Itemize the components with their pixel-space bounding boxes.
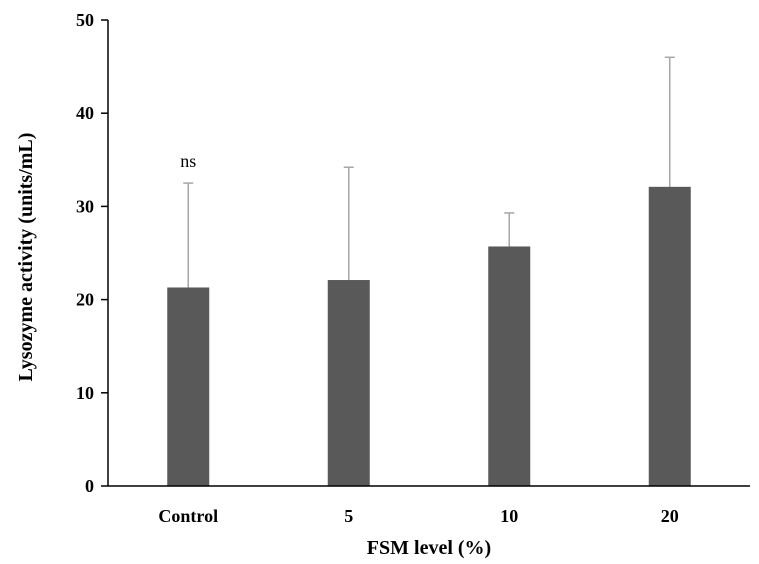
x-axis-title: FSM level (%) <box>367 537 491 559</box>
y-tick-label: 40 <box>76 103 94 123</box>
bar-5 <box>327 280 370 486</box>
bars <box>167 186 691 486</box>
x-tick-label: 5 <box>344 506 353 526</box>
bar-control <box>167 287 210 486</box>
y-tick-label: 30 <box>76 196 94 216</box>
y-tick-label: 20 <box>76 290 94 310</box>
y-axis-title: Lysozyme activity (units/mL) <box>15 133 37 382</box>
bar-20 <box>648 186 691 486</box>
y-tick-label: 50 <box>76 10 94 30</box>
y-tick-label: 0 <box>85 476 94 496</box>
axes <box>107 20 750 487</box>
bar-10 <box>488 246 531 486</box>
x-tick-label: 20 <box>661 506 679 526</box>
y-tick-label: 10 <box>76 383 94 403</box>
x-tick-label: 10 <box>500 506 518 526</box>
x-axis-ticks: Control 5 10 20 <box>158 506 678 526</box>
annotations: ns <box>180 151 196 171</box>
error-bars <box>183 56 675 288</box>
y-axis-ticks: 0 10 20 30 40 50 <box>76 10 108 496</box>
significance-label: ns <box>180 151 196 171</box>
x-tick-label: Control <box>158 506 218 526</box>
